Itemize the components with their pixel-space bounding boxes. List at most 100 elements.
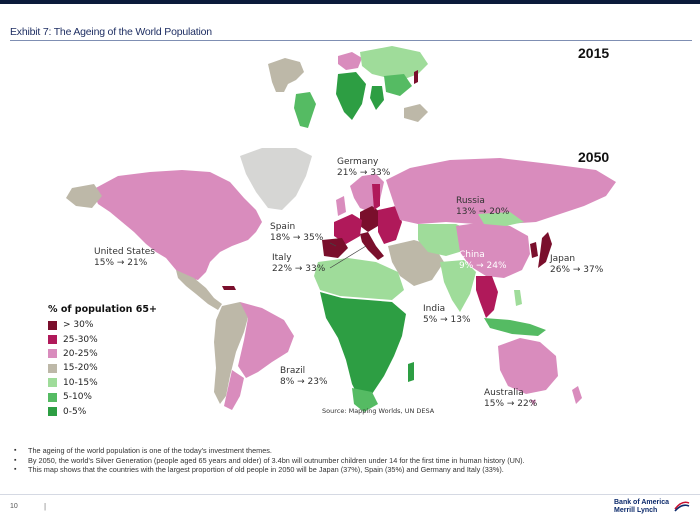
legend-swatch bbox=[48, 407, 57, 417]
legend-swatch bbox=[48, 378, 57, 388]
legend-item: 25-30% bbox=[48, 332, 157, 346]
label-spain-change: 18% → 35% bbox=[270, 233, 324, 243]
bullet-item: This map shows that the countries with t… bbox=[14, 465, 525, 475]
label-brazil-name: Brazil bbox=[280, 366, 306, 376]
legend-swatch bbox=[48, 320, 57, 330]
bank-logo-icon bbox=[674, 501, 690, 512]
mexico-central-america bbox=[176, 270, 222, 310]
bullet-list: The ageing of the world population is on… bbox=[14, 446, 525, 475]
label-australia: Australia 15% → 22% bbox=[484, 388, 537, 410]
legend-label: 10-15% bbox=[63, 377, 98, 388]
southeast-asia bbox=[476, 276, 498, 318]
leader-lines bbox=[329, 242, 367, 269]
map-2015 bbox=[268, 46, 428, 128]
legend-label: 20-25% bbox=[63, 348, 98, 359]
label-germany-change: 21% → 33% bbox=[337, 168, 391, 178]
north-america bbox=[92, 170, 262, 280]
caribbean bbox=[222, 286, 236, 290]
label-china-change: 9% → 24% bbox=[459, 261, 507, 271]
label-japan-name: Japan bbox=[550, 254, 576, 264]
source-note: Source: Mapping Worlds, UN DESA bbox=[322, 407, 435, 415]
label-china: China 9% → 24% bbox=[459, 250, 507, 272]
page-separator: | bbox=[44, 502, 47, 511]
label-india: India 5% → 13% bbox=[423, 304, 471, 326]
spain bbox=[322, 238, 348, 258]
bullet-item: By 2050, the world's Silver Generation (… bbox=[14, 456, 525, 466]
legend-swatch bbox=[48, 349, 57, 359]
label-united-states-change: 15% → 21% bbox=[94, 258, 148, 268]
eastern-europe bbox=[378, 206, 402, 244]
year-2050-label: 2050 bbox=[578, 149, 610, 165]
south-america-west bbox=[214, 302, 250, 404]
mongolia bbox=[478, 212, 524, 226]
label-japan-change: 26% → 37% bbox=[550, 265, 604, 275]
greenland bbox=[240, 148, 312, 210]
germany bbox=[360, 206, 380, 232]
germany-north bbox=[372, 184, 380, 210]
inset-japan bbox=[414, 70, 418, 84]
label-united-states: United States 15% → 21% bbox=[94, 247, 155, 269]
inset-india bbox=[370, 86, 384, 110]
logo-line-2: Merrill Lynch bbox=[614, 507, 658, 514]
legend-label: 25-30% bbox=[63, 334, 98, 345]
label-united-states-name: United States bbox=[94, 247, 155, 257]
bullet-item: The ageing of the world population is on… bbox=[14, 446, 525, 456]
label-italy-change: 22% → 33% bbox=[272, 264, 326, 274]
label-australia-name: Australia bbox=[484, 388, 524, 398]
legend-swatch bbox=[48, 335, 57, 345]
legend-swatch bbox=[48, 363, 57, 373]
spain-leader bbox=[329, 242, 337, 247]
label-russia-name: Russia bbox=[456, 196, 485, 206]
sub-saharan-africa bbox=[320, 292, 406, 400]
madagascar bbox=[408, 362, 414, 382]
russia bbox=[386, 158, 616, 224]
legend-label: 15-20% bbox=[63, 363, 98, 374]
inset-russia-asia bbox=[360, 46, 428, 80]
inset-south-america bbox=[294, 92, 316, 128]
legend-item: 15-20% bbox=[48, 361, 157, 375]
legend-label: 0-5% bbox=[63, 406, 87, 417]
legend-item: 20-25% bbox=[48, 347, 157, 361]
italy bbox=[360, 232, 384, 260]
label-germany: Germany 21% → 33% bbox=[337, 157, 390, 179]
label-germany-name: Germany bbox=[337, 157, 379, 167]
label-australia-change: 15% → 22% bbox=[484, 399, 538, 409]
india bbox=[440, 260, 476, 312]
world-map bbox=[66, 46, 616, 412]
tasmania bbox=[530, 400, 536, 406]
italy-leader bbox=[329, 245, 367, 269]
bank-logo-text: Bank of America Merrill Lynch bbox=[614, 499, 669, 515]
legend-item: 5-10% bbox=[48, 390, 157, 404]
title-rule bbox=[10, 40, 692, 41]
japan bbox=[538, 232, 552, 268]
north-africa bbox=[314, 258, 404, 300]
label-russia: Russia 13% → 20% bbox=[456, 196, 509, 218]
legend-title: % of population 65+ bbox=[48, 304, 157, 315]
footer-rule bbox=[0, 494, 700, 495]
map-2050 bbox=[66, 148, 616, 412]
logo-line-1: Bank of America bbox=[614, 499, 669, 506]
uk bbox=[336, 196, 346, 216]
legend-label: 5-10% bbox=[63, 392, 92, 403]
legend-item: > 30% bbox=[48, 318, 157, 332]
brazil bbox=[238, 302, 294, 378]
inset-china bbox=[384, 74, 412, 96]
label-spain-name: Spain bbox=[270, 222, 296, 232]
label-brazil: Brazil 8% → 23% bbox=[280, 366, 328, 388]
label-brazil-change: 8% → 23% bbox=[280, 377, 328, 387]
new-zealand bbox=[572, 386, 582, 404]
label-russia-change: 13% → 20% bbox=[456, 207, 510, 217]
australia bbox=[498, 338, 558, 394]
argentina bbox=[224, 370, 244, 410]
label-china-name: China bbox=[459, 250, 485, 260]
map-legend: % of population 65+ > 30% 25-30% 20-25% 15-… bbox=[48, 304, 157, 419]
legend-swatch bbox=[48, 392, 57, 402]
philippines bbox=[514, 290, 522, 306]
exhibit-title: Exhibit 7: The Ageing of the World Popul… bbox=[10, 26, 212, 38]
label-india-change: 5% → 13% bbox=[423, 315, 471, 325]
label-italy-name: Italy bbox=[272, 253, 292, 263]
china bbox=[456, 222, 530, 278]
korea bbox=[530, 242, 538, 258]
alaska bbox=[66, 184, 102, 208]
inset-europe bbox=[338, 52, 362, 70]
